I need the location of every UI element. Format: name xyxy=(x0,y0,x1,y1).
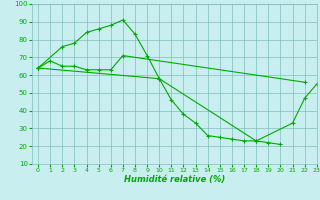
X-axis label: Humidité relative (%): Humidité relative (%) xyxy=(124,175,225,184)
